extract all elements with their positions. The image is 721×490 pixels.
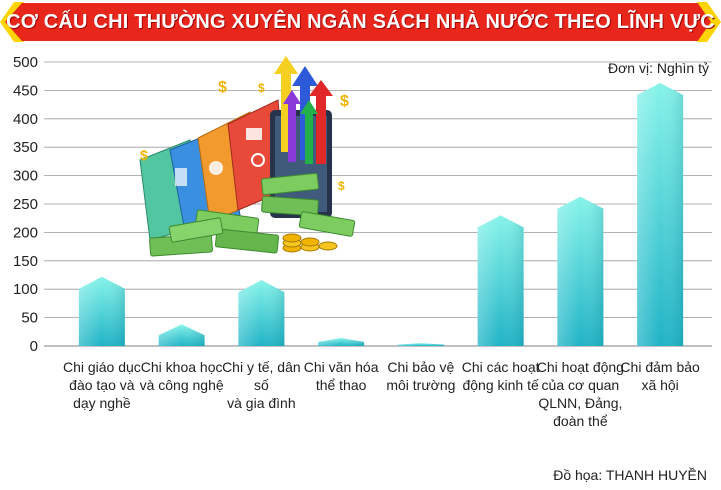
category-label-line: đoàn thể xyxy=(553,413,608,429)
y-tick-label: 150 xyxy=(13,253,38,270)
category-label: Chi các hoạt động kinh tế xyxy=(456,358,546,394)
category-label-line: thể thao xyxy=(315,377,367,393)
y-tick-label: 350 xyxy=(13,139,38,156)
dollar-sign-icons: $ $ $ $ $ xyxy=(140,79,349,193)
category-label-line: và công nghệ xyxy=(139,377,224,393)
y-tick-label: 500 xyxy=(13,54,38,71)
money-illustration: $ $ $ $ $ xyxy=(139,56,356,257)
y-tick-label: 400 xyxy=(13,111,38,128)
growth-arrows-icon xyxy=(274,56,333,164)
y-tick-labels: 0 50 100 150 200 250 300 350 400 450 500 xyxy=(13,54,38,355)
category-label-line: Chi giáo dục xyxy=(62,359,141,375)
banknotes-icon xyxy=(149,172,356,257)
category-label: Chi giáo dục đào tạo và dạy nghề xyxy=(57,358,147,412)
bar xyxy=(557,196,604,346)
banner-accent-right xyxy=(697,2,721,42)
svg-text:$: $ xyxy=(218,79,227,96)
category-label-line: Chi bảo vệ xyxy=(387,359,455,375)
svg-text:$: $ xyxy=(338,179,345,193)
category-label-line: xã hội xyxy=(641,377,679,393)
bar-shading xyxy=(637,83,684,347)
y-tick-label: 450 xyxy=(13,82,38,99)
y-tick-label: 300 xyxy=(13,168,38,185)
y-tick-label: 50 xyxy=(21,310,38,327)
svg-text:$: $ xyxy=(140,147,148,163)
bar-shading xyxy=(238,280,285,346)
svg-text:$: $ xyxy=(340,93,349,110)
bar-shading xyxy=(318,338,365,346)
category-label-line: Chi văn hóa xyxy=(303,359,379,375)
bar-shading xyxy=(78,276,125,346)
bar xyxy=(397,343,444,346)
chart-title: CƠ CẤU CHI THƯỜNG XUYÊN NGÂN SÁCH NHÀ NƯ… xyxy=(6,11,715,33)
bar xyxy=(78,276,125,346)
svg-text:$: $ xyxy=(258,81,265,95)
banner-body xyxy=(5,3,716,41)
category-label-line: Chi các hoạt xyxy=(461,359,540,375)
category-label-line: Chi khoa học xyxy=(140,359,223,375)
category-label-line: môi trường xyxy=(386,377,456,393)
category-label-line: động kinh tế xyxy=(462,377,539,393)
category-label: Chi hoạt động của cơ quan QLNN, Đảng, đoàn … xyxy=(535,358,625,430)
bars xyxy=(78,83,684,347)
category-label: Chi đảm bảo xã hội xyxy=(615,358,705,394)
bar xyxy=(637,83,684,347)
y-tick-label: 0 xyxy=(30,338,38,355)
bar-shading xyxy=(557,196,604,346)
bar-shading xyxy=(397,343,444,346)
bar xyxy=(318,338,365,346)
category-label-line: Chi đảm bảo xyxy=(620,359,700,375)
category-label-line: đào tạo và xyxy=(69,377,135,393)
grid-lines xyxy=(44,61,712,347)
unit-label: Đơn vị: Nghìn tỷ xyxy=(608,60,709,76)
y-tick-label: 250 xyxy=(13,196,38,213)
bar xyxy=(158,324,205,346)
category-label-line: Chi hoạt động xyxy=(536,359,624,375)
bar xyxy=(238,280,285,346)
category-label-line: của cơ quan xyxy=(541,377,620,393)
bar-shading xyxy=(158,324,205,346)
banner-accent-left xyxy=(0,2,24,42)
coins-icon xyxy=(282,233,338,253)
title-banner xyxy=(0,2,721,42)
bar-shading xyxy=(477,215,524,346)
category-label: Chi bảo vệ môi trường xyxy=(376,358,466,394)
category-label-line: dạy nghề xyxy=(73,395,131,411)
y-tick-label: 100 xyxy=(13,281,38,298)
category-label-line: và gia đình xyxy=(227,395,296,411)
category-label-line: QLNN, Đảng, xyxy=(538,395,623,411)
category-label: Chi văn hóa thể thao xyxy=(296,358,386,394)
category-label: Chi y tế, dân số và gia đình xyxy=(216,358,306,412)
y-tick-label: 200 xyxy=(13,224,38,241)
category-label: Chi khoa học và công nghệ xyxy=(137,358,227,394)
graphic-credit: Đồ họa: THANH HUYỀN xyxy=(553,467,707,483)
category-label-line: Chi y tế, dân số xyxy=(222,359,301,393)
bar xyxy=(477,215,524,346)
